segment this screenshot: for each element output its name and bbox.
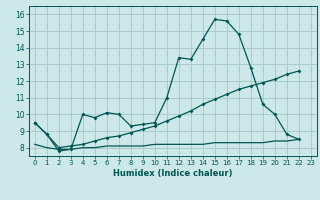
X-axis label: Humidex (Indice chaleur): Humidex (Indice chaleur) [113,169,233,178]
